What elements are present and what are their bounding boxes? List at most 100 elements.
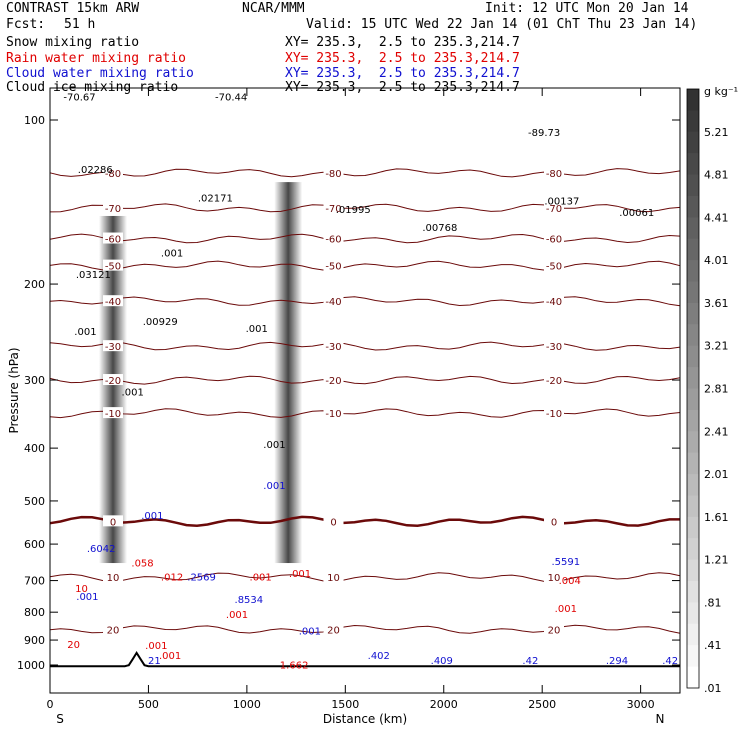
isotherm-label-bg — [323, 407, 344, 419]
isotherm-label-bg — [544, 201, 564, 213]
colorbar-unit: g kg⁻¹ — [704, 85, 738, 98]
y-tick-label: 200 — [24, 278, 45, 291]
isotherm-label-bg — [103, 515, 123, 527]
annotation-label: .02171 — [198, 193, 233, 204]
isotherm-label-10: 10 — [107, 573, 120, 584]
isotherm-label-bg — [544, 623, 564, 635]
colorbar-segment — [687, 260, 699, 283]
y-tick-label: 600 — [24, 538, 45, 551]
colorbar-label: 2.81 — [704, 383, 729, 396]
annotation-label: .058 — [131, 559, 153, 570]
colorbar-segment — [687, 559, 699, 582]
annotation-label: .001 — [250, 573, 272, 584]
isotherm-label-10: 10 — [548, 573, 561, 584]
colorbar-segment — [687, 367, 699, 389]
isotherm-label-bg — [323, 623, 344, 635]
colorbar-label: 4.81 — [704, 169, 729, 182]
x-tick-label: 1500 — [331, 698, 359, 711]
annotation-label: .001 — [263, 481, 285, 492]
isotherm-label-bg — [544, 374, 564, 386]
annotation-label: .004 — [559, 576, 581, 587]
annotation-label: .00137 — [544, 197, 579, 208]
snow-column-0 — [99, 215, 127, 564]
x-tick-label: 0 — [47, 698, 54, 711]
isotherm--10 — [49, 408, 681, 419]
colorbar-segment — [687, 153, 699, 176]
annotation-label: .42 — [522, 656, 538, 667]
isotherm-label--30: -30 — [325, 342, 341, 353]
isotherm--80 — [49, 168, 681, 178]
isotherm--40 — [49, 296, 681, 307]
isotherm-label-20: 20 — [327, 625, 340, 636]
colorbar-segment — [687, 474, 699, 496]
colorbar-label: 1.61 — [704, 511, 729, 524]
isotherm-label-bg — [103, 295, 123, 307]
annotation-label: .02286 — [78, 165, 113, 176]
colorbar-segment — [687, 452, 699, 475]
x-tick-label: 2000 — [430, 698, 458, 711]
colorbar-label: 1.21 — [704, 554, 729, 567]
annotation-label: .001 — [263, 440, 285, 451]
fcst-value: 51 h — [64, 17, 96, 32]
annotation-label: .409 — [431, 656, 453, 667]
colorbar-segment — [687, 666, 699, 689]
annotation-label: .00061 — [619, 208, 654, 219]
annotation-label: .012 — [161, 573, 183, 584]
annotation-label: .001 — [289, 569, 311, 580]
annotation-label: .001 — [76, 592, 98, 603]
isotherm-label--60: -60 — [546, 235, 562, 246]
y-tick-label: 100 — [24, 114, 45, 127]
isotherm--70 — [49, 203, 681, 213]
isotherm-label-bg — [323, 232, 344, 244]
isotherm-label-bg — [103, 407, 123, 419]
isotherm-label-bg — [544, 259, 564, 271]
annotation-label: 20 — [67, 640, 80, 651]
colorbar-segment — [687, 388, 699, 411]
colorbar-frame — [686, 88, 700, 689]
field-snow-xy: XY= 235.3, 2.5 to 235.3,214.7 — [285, 35, 520, 50]
isotherm-label-bg — [323, 259, 344, 271]
field-snow-name: Snow mixing ratio — [6, 35, 140, 50]
isotherm-label--50: -50 — [546, 262, 562, 273]
isotherm-label-bg — [323, 515, 344, 527]
colorbar-segment — [687, 281, 699, 304]
colorbar-segment — [687, 345, 699, 368]
isotherm-label-bg — [544, 340, 564, 352]
snow-column-1 — [274, 182, 303, 564]
colorbar-label: 4.41 — [704, 211, 729, 224]
isotherm--20 — [49, 375, 681, 385]
annotation-label: .001 — [122, 387, 144, 398]
isotherm-20 — [49, 624, 681, 634]
plot-area: -80 -80 -80 -70 -70 -70 -60 -60 -60 -50 -50 -50 -40 -… — [49, 92, 681, 672]
colorbar-segment — [687, 623, 699, 646]
isotherm-label--40: -40 — [325, 297, 341, 308]
fcst-label: Fcst: — [6, 17, 46, 32]
colorbar-segment — [687, 581, 699, 603]
colorbar-label: 3.61 — [704, 297, 729, 310]
isotherm-label--30: -30 — [105, 342, 121, 353]
isotherm-label--50: -50 — [325, 262, 341, 273]
y-tick-label: 300 — [24, 374, 45, 387]
isotherm-label--10: -10 — [325, 409, 341, 420]
colorbar-segment — [687, 324, 699, 347]
annotation-label: -89.73 — [528, 128, 560, 139]
x-end-label-south: S — [56, 712, 64, 726]
isotherm-label-10: 10 — [327, 573, 340, 584]
colorbar-segment — [687, 174, 699, 197]
isotherm-label--10: -10 — [105, 409, 121, 420]
annotation-label: -70.44 — [215, 92, 247, 103]
isotherm-label--40: -40 — [546, 297, 562, 308]
x-tick-label: 1000 — [233, 698, 261, 711]
colorbar-segment — [687, 645, 699, 668]
plot-frame — [49, 87, 681, 694]
isotherm-10 — [49, 572, 681, 583]
isotherm-label-bg — [103, 201, 123, 213]
isotherm-label--60: -60 — [325, 235, 341, 246]
annotation-label: .00768 — [422, 223, 457, 234]
colorbar-label: 5.21 — [704, 126, 729, 139]
colorbar-label: 3.21 — [704, 340, 729, 353]
isotherm-label--80: -80 — [325, 169, 341, 180]
isotherm-0 — [49, 515, 680, 528]
